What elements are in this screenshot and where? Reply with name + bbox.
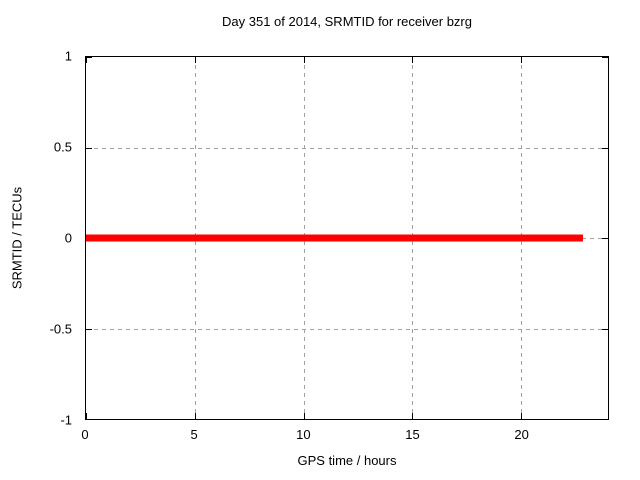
y-tick-mark: [86, 328, 92, 330]
data-series-line: [86, 234, 583, 242]
x-tick-mark: [194, 57, 196, 63]
x-tick-label: 0: [81, 427, 89, 442]
x-tick-label: 5: [190, 427, 198, 442]
y-tick-label: 0.5: [53, 139, 72, 155]
y-tick-label: 1: [64, 48, 72, 64]
y-tick-mark: [602, 238, 608, 239]
y-gridline: [86, 147, 608, 149]
x-tick-label: 15: [405, 427, 420, 442]
y-tick-mark: [86, 57, 92, 58]
x-tick-mark: [194, 413, 196, 419]
y-tick-mark: [86, 419, 92, 420]
x-tick-mark: [412, 413, 414, 419]
y-tick-label: 0: [64, 230, 72, 246]
y-tick-mark: [602, 147, 608, 149]
y-tick-label: -0.5: [49, 321, 72, 337]
y-tick-labels: -1 -0.5 0 0.5 1: [0, 49, 72, 428]
x-tick-mark: [86, 413, 87, 419]
x-tick-mark: [521, 57, 522, 63]
y-tick-label: -1: [60, 412, 72, 428]
x-tick-mark: [303, 57, 305, 63]
plot-area: [85, 56, 609, 420]
x-axis-label: GPS time / hours: [297, 453, 397, 468]
y-tick-mark: [602, 57, 608, 58]
chart-title: Day 351 of 2014, SRMTID for receiver bzr…: [222, 14, 472, 29]
x-tick-label: 10: [296, 427, 311, 442]
x-tick-mark: [521, 413, 522, 419]
x-tick-mark: [303, 413, 305, 419]
x-tick-mark: [412, 57, 414, 63]
y-tick-mark: [602, 419, 608, 420]
y-tick-mark: [602, 328, 608, 330]
y-gridline: [86, 328, 608, 330]
y-tick-mark: [86, 147, 92, 149]
x-tick-mark: [86, 57, 87, 63]
x-tick-labels: 0 5 10 15 20: [81, 427, 609, 443]
x-tick-label: 20: [514, 427, 529, 442]
